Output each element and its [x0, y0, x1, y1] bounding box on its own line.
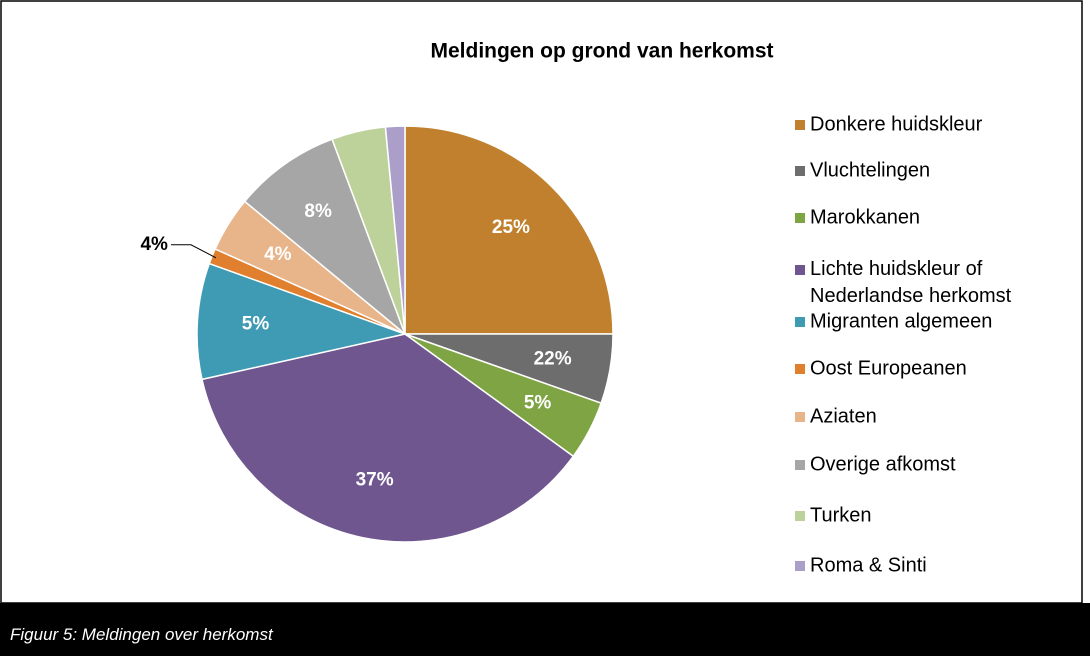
- data-label: 25%: [492, 217, 530, 238]
- legend-swatch: [795, 364, 805, 374]
- legend-swatch: [795, 511, 805, 521]
- legend-swatch: [795, 213, 805, 223]
- pie-slice: [404, 125, 614, 335]
- data-label: 4%: [264, 244, 292, 265]
- pie-slice: [196, 262, 408, 381]
- legend-label: Migranten algemeen: [810, 310, 992, 332]
- pie-slice: [201, 333, 575, 543]
- data-label: 4%: [140, 234, 168, 255]
- caption: Figuur 5: Meldingen over herkomst: [10, 625, 273, 644]
- pie-slice: [384, 125, 406, 335]
- caption-bar: Figuur 5: Meldingen over herkomst: [0, 603, 1090, 656]
- data-label: 8%: [304, 201, 332, 222]
- legend-label: Oost Europeanen: [810, 357, 967, 379]
- leader-line: [170, 244, 217, 259]
- pie-slice: [243, 138, 407, 337]
- data-label: 22%: [534, 348, 572, 369]
- legend-swatch: [795, 317, 805, 327]
- data-label: 37%: [356, 470, 394, 491]
- legend-label: Overige afkomst: [810, 453, 956, 475]
- legend-label: Vluchtelingen: [810, 159, 930, 181]
- legend-swatch: [795, 120, 805, 130]
- legend-label: Roma & Sinti: [810, 554, 927, 576]
- legend-label: Donkere huidskleur: [810, 113, 983, 135]
- chart-title: Meldingen op grond van herkomst: [430, 40, 773, 63]
- legend-swatch: [795, 412, 805, 422]
- data-label: 5%: [524, 393, 552, 414]
- legend-swatch: [795, 460, 805, 470]
- chart: Meldingen op grond van herkomst 25% 22% 5%…: [0, 0, 1083, 604]
- legend-label: Lichte huidskleur of Nederlandse herkomst: [810, 258, 1012, 307]
- legend-label: Marokkanen: [810, 206, 920, 228]
- legend-label: Aziaten: [810, 405, 877, 427]
- data-label: 5%: [242, 314, 270, 335]
- legend-swatch: [795, 561, 805, 571]
- legend-swatch: [795, 166, 805, 176]
- legend-label: Turken: [810, 504, 872, 526]
- legend-swatch: [795, 265, 805, 275]
